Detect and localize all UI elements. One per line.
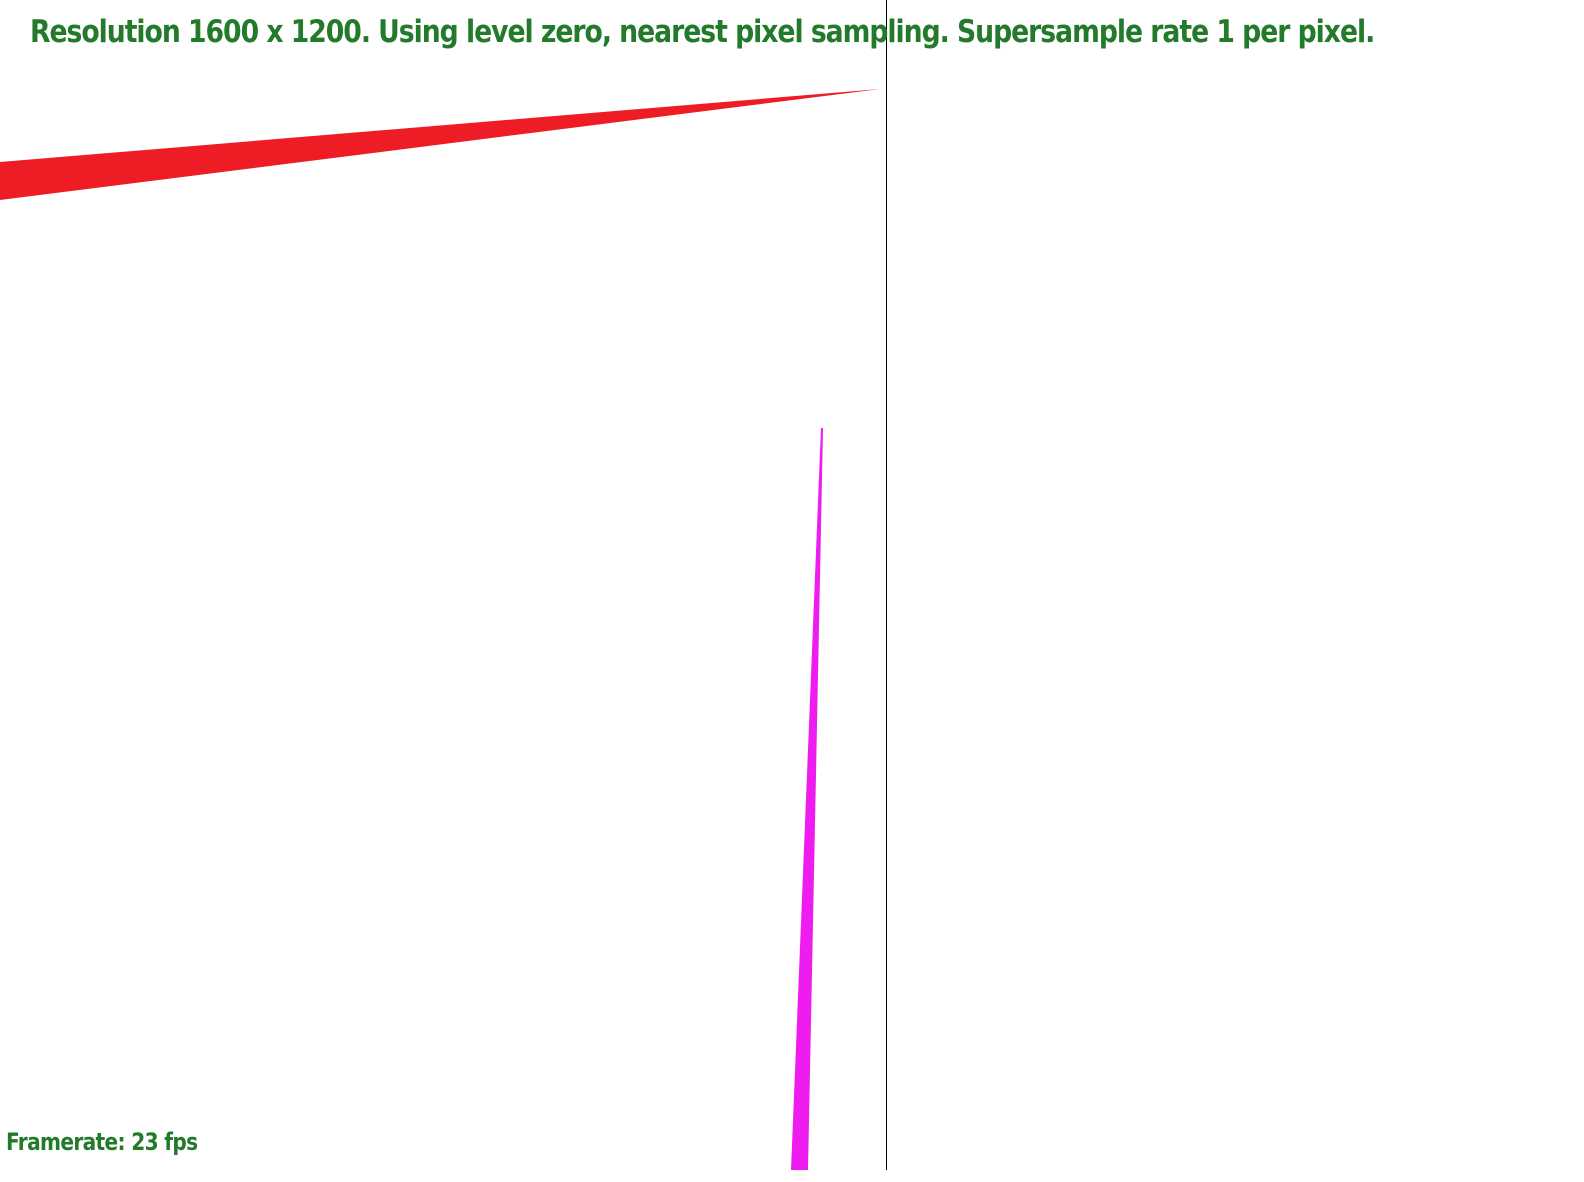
status-line: Resolution 1600 x 1200. Using level zero…: [30, 14, 1375, 50]
magenta-triangle: [791, 428, 823, 1170]
red-triangle: [0, 89, 880, 200]
framerate-readout: Framerate: 23 fps: [6, 1128, 198, 1156]
